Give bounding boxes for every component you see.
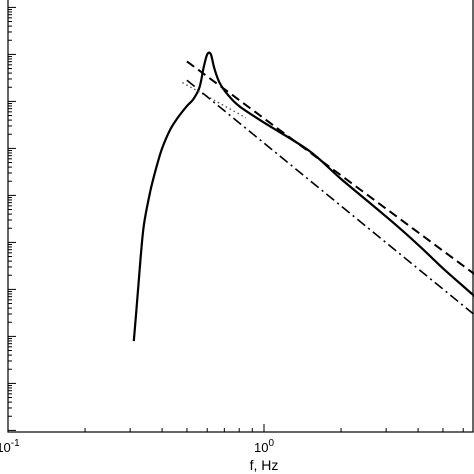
x-axis-ticks (7, 424, 464, 432)
x-tick-label: 10-1 (0, 438, 20, 455)
x-tick-label-exponent: -1 (11, 438, 20, 449)
series-line-dotted (182, 81, 247, 119)
axes-frame (7, 0, 474, 433)
y-axis-ticks (8, 6, 16, 431)
x-axis-label: f, Hz (250, 457, 279, 473)
x-tick-label-exponent: 0 (268, 438, 274, 449)
series-line-solid (132, 51, 474, 342)
series-group (132, 51, 474, 342)
series-line-dashed (186, 60, 474, 275)
series-line-dash-dot (186, 79, 474, 316)
plot-area (7, 0, 474, 433)
x-tick-label-base: 10 (0, 440, 11, 455)
x-tick-label: 100 (254, 438, 274, 455)
x-tick-label-base: 10 (254, 440, 268, 455)
